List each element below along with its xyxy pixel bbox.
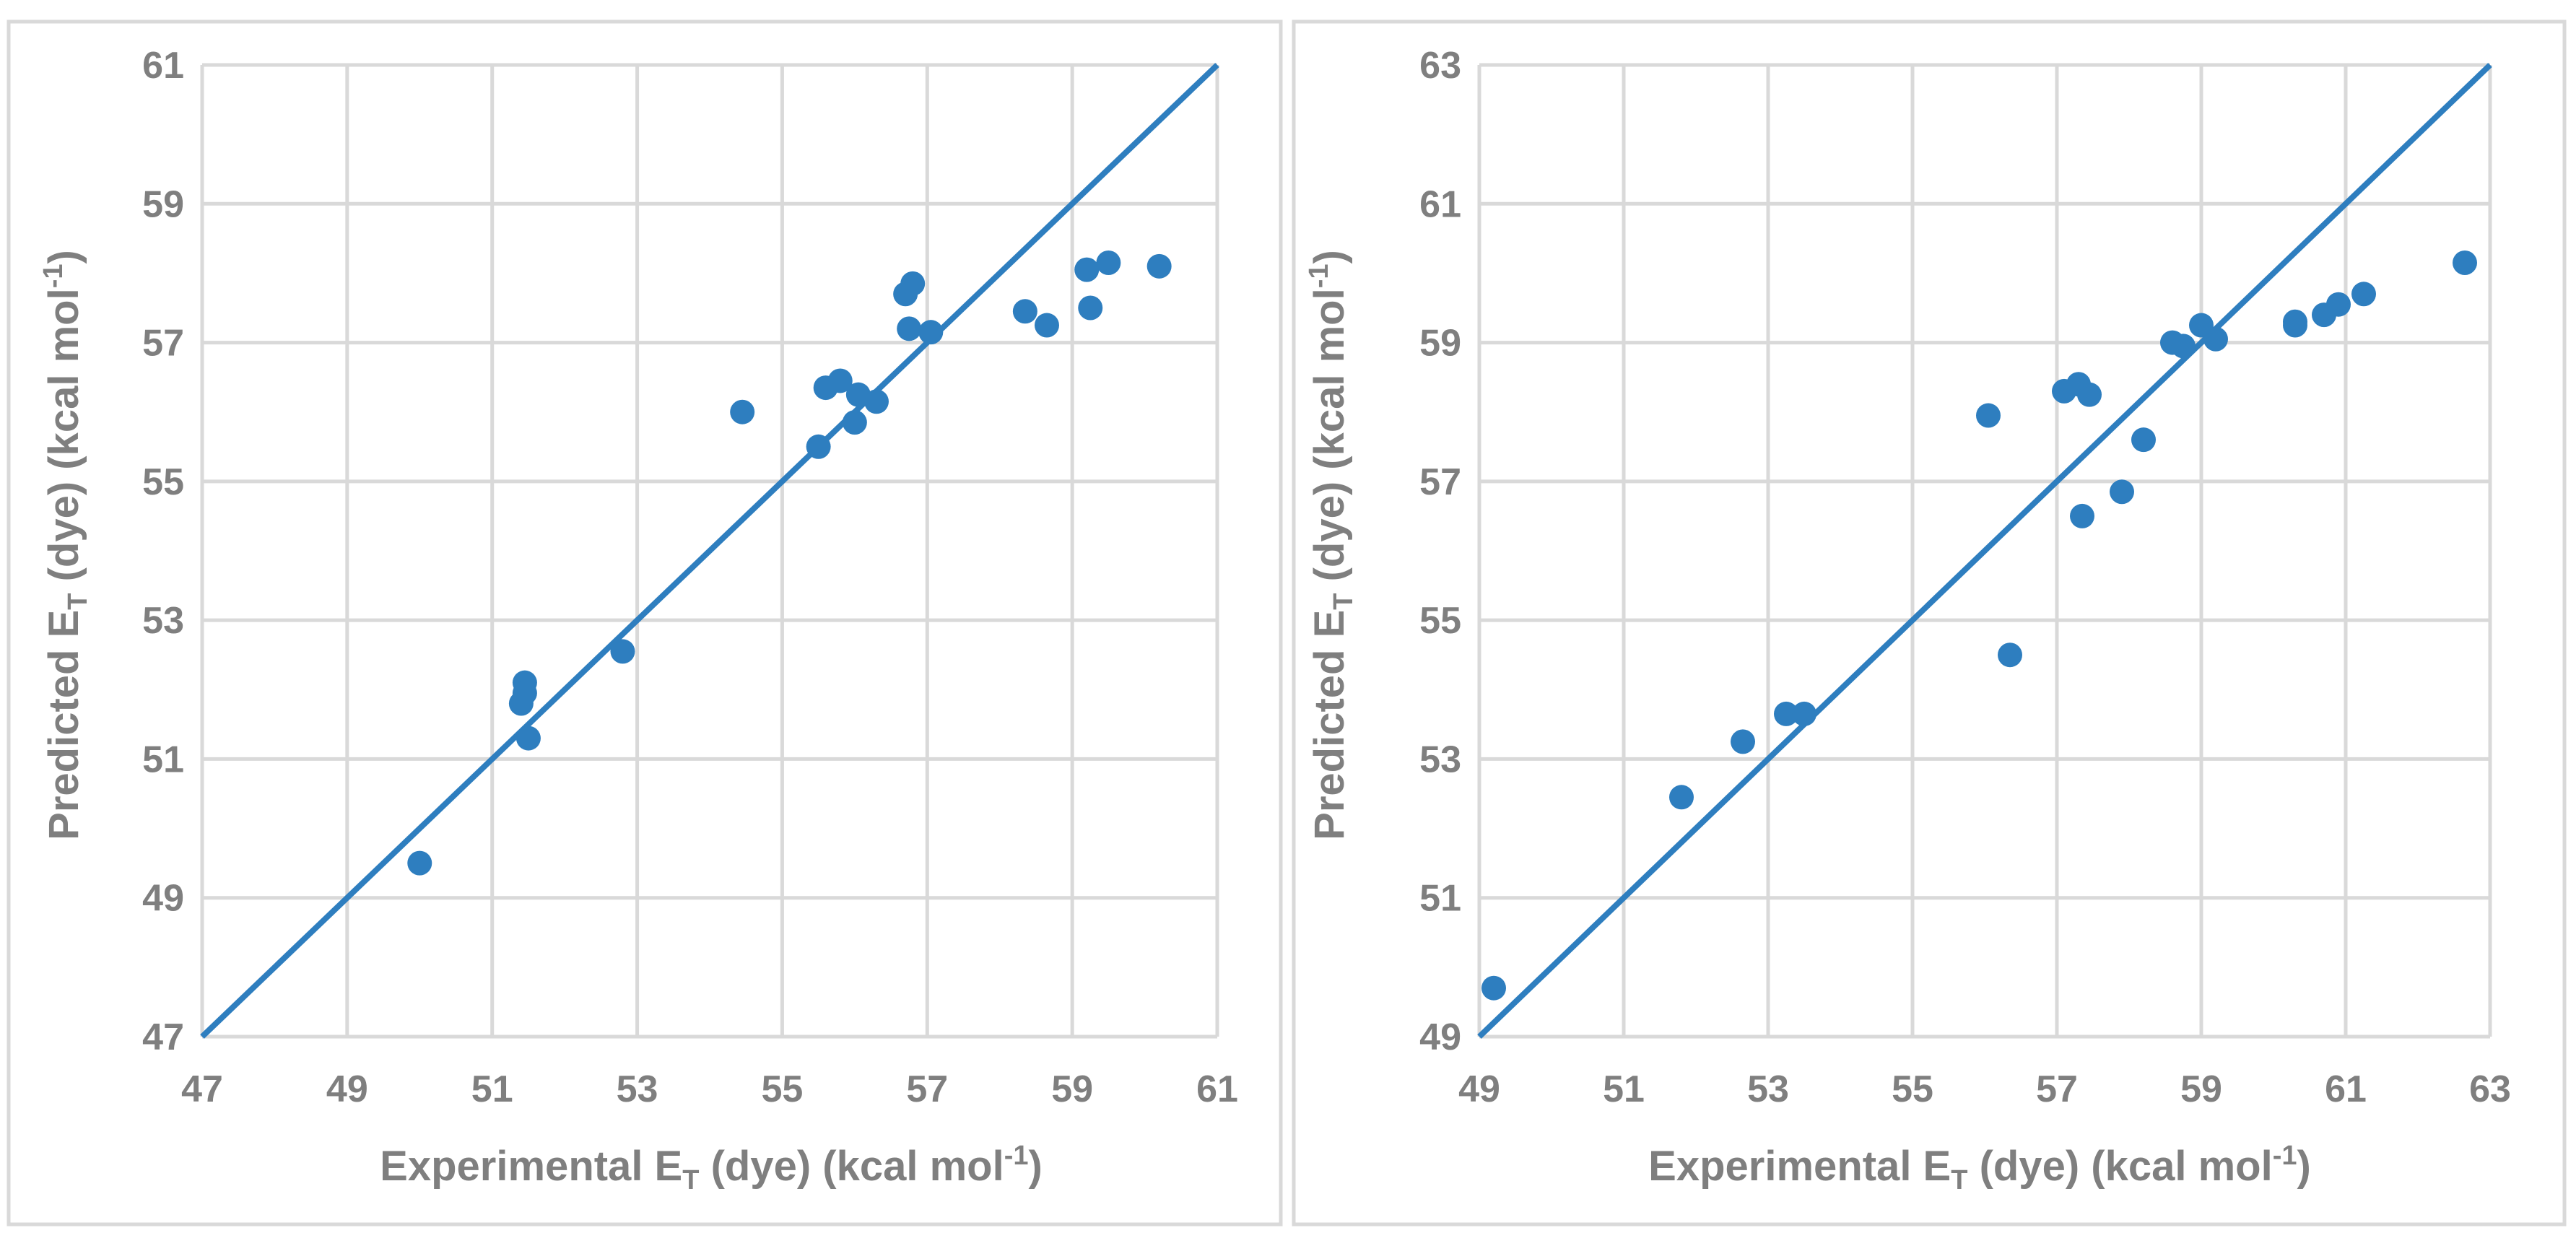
data-point — [2326, 292, 2351, 317]
x-tick-label: 61 — [1196, 1068, 1238, 1110]
data-point — [827, 368, 853, 393]
data-point — [806, 434, 831, 459]
y-tick-label: 61 — [1419, 183, 1461, 225]
y-tick-label: 59 — [1419, 323, 1461, 365]
gridlines — [200, 63, 1219, 1039]
y-axis-title: Predicted ET (dye) (kcal mol-1) — [38, 250, 93, 840]
x-tick-label: 55 — [1892, 1068, 1933, 1110]
y-tick-label: 53 — [1419, 739, 1461, 780]
data-point — [897, 316, 922, 341]
chart-svg-left: 47 49 51 53 55 57 59 61 47 49 51 53 55 57 59 61 Experi… — [6, 19, 1283, 1227]
data-point — [1481, 975, 1506, 1001]
data-point — [1731, 729, 1755, 754]
data-point — [900, 271, 926, 296]
y-tick-label: 63 — [1419, 45, 1461, 87]
y-tick-label: 49 — [1419, 1016, 1461, 1058]
y-tick-label: 51 — [142, 739, 184, 780]
data-point — [2283, 313, 2307, 338]
x-tick-label: 59 — [1051, 1068, 1093, 1110]
identity-line-group — [200, 63, 1219, 1039]
y-axis-title: Predicted ET (dye) (kcal mol-1) — [1304, 250, 1359, 840]
y-tick-labels: 47 49 51 53 55 57 59 61 — [142, 45, 184, 1058]
x-axis-title: Experimental ET (dye) (kcal mol-1) — [380, 1141, 1043, 1195]
chart-panel-left: 47 49 51 53 55 57 59 61 47 49 51 53 55 57 59 61 Experi… — [6, 19, 1283, 1227]
data-point — [1792, 701, 1816, 726]
data-point — [730, 399, 755, 424]
y-tick-label: 55 — [1419, 600, 1461, 642]
x-tick-label: 55 — [762, 1068, 804, 1110]
x-tick-label: 51 — [1603, 1068, 1645, 1110]
x-tick-label: 63 — [2469, 1068, 2511, 1110]
x-tick-label: 49 — [326, 1068, 368, 1110]
chart-svg-right: 49 51 53 55 57 59 61 63 49 51 53 55 57 59 61 63 Experi… — [1292, 19, 2567, 1227]
y-tick-label: 53 — [142, 600, 184, 642]
chart-frame — [1292, 19, 2567, 1227]
data-point — [1034, 313, 1059, 338]
data-point — [1774, 701, 1798, 726]
identity-line-group — [1477, 63, 2492, 1039]
y-tick-label: 59 — [142, 183, 184, 225]
data-point — [2203, 326, 2228, 352]
x-tick-label: 53 — [617, 1068, 658, 1110]
data-point — [2131, 427, 2156, 453]
data-point — [2171, 334, 2196, 359]
y-tick-label: 49 — [142, 878, 184, 920]
data-points — [407, 250, 1172, 876]
y-tick-label: 57 — [142, 323, 184, 365]
x-tick-label: 59 — [2180, 1068, 2222, 1110]
data-point — [2077, 382, 2102, 407]
identity-line — [200, 63, 1219, 1039]
data-point — [1976, 403, 2001, 428]
data-point — [1012, 299, 1037, 324]
data-point — [1146, 253, 1172, 279]
y-tick-label: 47 — [142, 1016, 184, 1058]
data-point — [508, 691, 534, 716]
data-point — [918, 320, 944, 345]
chart-panel-right: 49 51 53 55 57 59 61 63 49 51 53 55 57 59 61 63 Experi… — [1288, 0, 2576, 1233]
data-point — [407, 850, 432, 876]
y-tick-label: 51 — [1419, 878, 1461, 920]
data-point — [610, 639, 635, 664]
data-point — [863, 389, 889, 414]
x-tick-labels: 49 51 53 55 57 59 61 63 — [1458, 1068, 2511, 1110]
x-tick-label: 49 — [1458, 1068, 1500, 1110]
x-tick-label: 53 — [1747, 1068, 1789, 1110]
data-point — [1669, 785, 1694, 810]
data-points — [1481, 250, 2477, 1001]
data-point — [2453, 250, 2477, 276]
x-tick-label: 61 — [2325, 1068, 2367, 1110]
x-axis-title: Experimental ET (dye) (kcal mol-1) — [1648, 1141, 2311, 1195]
x-tick-label: 57 — [2036, 1068, 2078, 1110]
x-tick-label: 51 — [471, 1068, 513, 1110]
data-point — [1998, 642, 2022, 668]
data-point — [1078, 295, 1103, 321]
data-point — [515, 726, 541, 751]
data-point — [2070, 503, 2094, 528]
x-tick-labels: 47 49 51 53 55 57 59 61 — [181, 1068, 1238, 1110]
identity-line — [1477, 63, 2492, 1039]
data-point — [1074, 257, 1100, 282]
data-point — [2351, 282, 2376, 307]
y-tick-label: 55 — [142, 461, 184, 503]
x-tick-label: 57 — [906, 1068, 948, 1110]
y-tick-labels: 49 51 53 55 57 59 61 63 — [1419, 45, 1461, 1058]
gridlines — [1477, 63, 2492, 1039]
data-point — [1096, 250, 1121, 276]
y-tick-label: 61 — [142, 45, 184, 87]
y-tick-label: 57 — [1419, 461, 1461, 503]
x-tick-label: 47 — [181, 1068, 223, 1110]
data-point — [842, 410, 867, 435]
chart-frame — [6, 19, 1283, 1227]
data-point — [2110, 479, 2134, 505]
